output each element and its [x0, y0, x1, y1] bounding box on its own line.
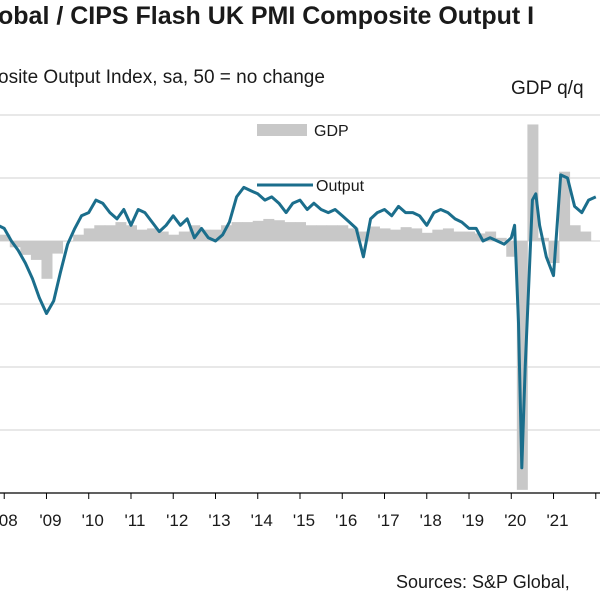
gdp-bar — [358, 231, 370, 241]
x-tick-label: '13 — [208, 511, 230, 530]
gdp-bar — [210, 229, 222, 241]
gdp-bar — [30, 241, 42, 260]
gdp-bar — [442, 228, 454, 241]
x-tick-label: '11 — [125, 511, 146, 530]
gdp-bar — [221, 225, 233, 241]
gdp-bar — [295, 222, 306, 241]
gdp-bar — [263, 218, 275, 241]
gdp-bar — [527, 124, 539, 241]
gdp-bar — [569, 225, 581, 241]
legend: GDP Output — [257, 123, 365, 195]
gdp-bars — [0, 124, 592, 490]
gdp-bar — [559, 171, 571, 241]
gdp-bar — [52, 241, 64, 254]
x-tick-label: '17 — [377, 511, 399, 530]
legend-output-label: Output — [316, 178, 365, 195]
gdp-bar — [400, 227, 412, 241]
chart-title: obal / CIPS Flash UK PMI Composite Outpu… — [0, 2, 535, 30]
x-tick-label: '20 — [504, 511, 526, 530]
gdp-bar — [94, 225, 106, 241]
gdp-bar — [136, 229, 148, 241]
gdp-bar — [421, 232, 433, 241]
gdp-bar — [189, 225, 201, 241]
gdp-bar — [73, 234, 85, 241]
gdp-bar — [326, 225, 338, 241]
x-tick-label: '18 — [420, 511, 442, 530]
gdp-bar — [485, 231, 497, 241]
x-tick-label: '12 — [166, 511, 188, 530]
legend-gdp-label: GDP — [314, 123, 349, 140]
gdp-bar — [464, 231, 476, 241]
gdp-bar — [0, 234, 11, 241]
gdp-bar — [305, 225, 317, 241]
gdp-bar — [390, 229, 402, 241]
gdp-bar — [115, 222, 127, 241]
gdp-bar — [506, 241, 518, 257]
gdp-bar — [231, 222, 243, 241]
gdp-bar — [41, 241, 53, 279]
gdp-bar — [168, 234, 180, 241]
x-tick-label: '21 — [546, 511, 568, 530]
gdp-bar — [453, 231, 465, 241]
gdp-bar — [495, 237, 507, 241]
gdp-bar — [368, 226, 380, 241]
legend-gdp-swatch — [257, 124, 307, 136]
gdp-bar — [284, 222, 296, 241]
x-tick-label: '14 — [251, 511, 273, 530]
gdp-bar — [242, 222, 254, 241]
chart-subtitle: osite Output Index, sa, 50 = no change — [0, 67, 325, 88]
x-tick-label: '19 — [462, 511, 484, 530]
x-tick-label: '10 — [82, 511, 104, 530]
gdp-bar — [347, 228, 359, 241]
x-tick-label: '16 — [335, 511, 357, 530]
gdp-bar — [516, 241, 528, 490]
gdp-bar — [157, 231, 169, 241]
output-series-line — [0, 173, 597, 470]
gdp-bar — [411, 228, 423, 241]
gdp-bar — [83, 228, 95, 241]
gdp-bar — [337, 225, 349, 241]
gridlines — [0, 114, 600, 431]
gdp-bar — [273, 220, 285, 241]
gdp-bar — [104, 225, 116, 241]
x-tick-labels: 08 '09 '10 '11 '12 '13 '14 '15 '16 '17 '18 '19 '20 '2… — [0, 511, 569, 530]
output-line — [0, 173, 597, 470]
gdp-bar — [125, 225, 137, 241]
gdp-bar — [252, 220, 264, 241]
gdp-bar — [432, 229, 444, 241]
gdp-bar — [316, 225, 328, 241]
x-tick-label: '15 — [293, 511, 315, 530]
gdp-axis-label: GDP q/q — [511, 78, 584, 99]
source-note: Sources: S&P Global, — [396, 572, 570, 592]
gdp-bar — [20, 241, 32, 255]
x-axis — [0, 492, 600, 499]
x-tick-label: 08 — [0, 511, 18, 530]
gdp-bar — [580, 231, 592, 241]
x-tick-label: '09 — [39, 511, 61, 530]
gdp-bar — [379, 228, 391, 241]
gdp-bar — [178, 231, 190, 241]
gdp-bar — [147, 228, 159, 241]
